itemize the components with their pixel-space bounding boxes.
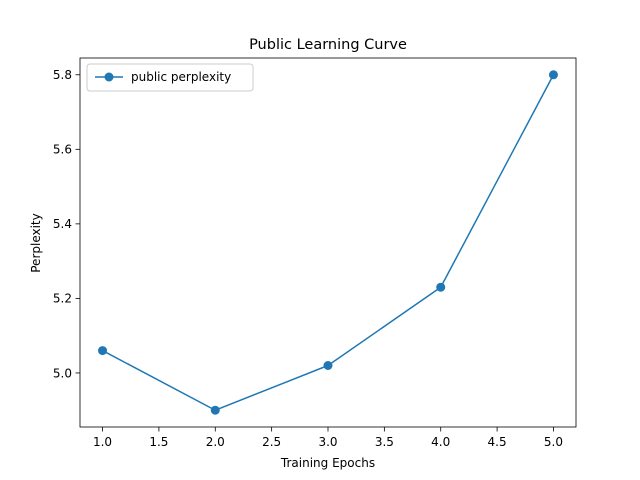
data-point (98, 346, 108, 356)
x-tick-label: 4.5 (488, 435, 507, 449)
x-tick-label: 3.5 (375, 435, 394, 449)
y-tick-label: 5.0 (53, 366, 72, 380)
legend-marker (104, 72, 114, 82)
x-tick-label: 1.0 (93, 435, 112, 449)
x-tick-label: 3.0 (318, 435, 337, 449)
y-tick-label: 5.2 (53, 292, 72, 306)
chart-title: Public Learning Curve (249, 37, 407, 53)
y-tick-label: 5.8 (53, 68, 72, 82)
series-layer (98, 70, 558, 415)
x-tick-label: 2.0 (206, 435, 225, 449)
x-tick-label: 1.5 (149, 435, 168, 449)
data-point (323, 361, 333, 370)
legend: public perplexity (86, 63, 254, 92)
x-tick-label: 5.0 (544, 435, 563, 449)
y-axis: 5.0 5.2 5.4 5.6 5.8 (53, 68, 80, 380)
data-point (436, 282, 446, 292)
x-axis: 1.0 1.5 2.0 2.5 3.0 3.5 4.0 4.5 5.0 (93, 427, 563, 449)
y-tick-label: 5.4 (53, 217, 72, 231)
legend-box (86, 63, 254, 92)
x-axis-label: Training Epochs (280, 456, 375, 470)
data-point (548, 70, 558, 80)
legend-label: public perplexity (131, 70, 231, 84)
x-tick-label: 2.5 (262, 435, 281, 449)
y-tick-label: 5.6 (53, 143, 72, 157)
data-point (210, 405, 220, 415)
y-axis-label: Perplexity (29, 213, 43, 273)
x-tick-label: 4.0 (431, 435, 450, 449)
